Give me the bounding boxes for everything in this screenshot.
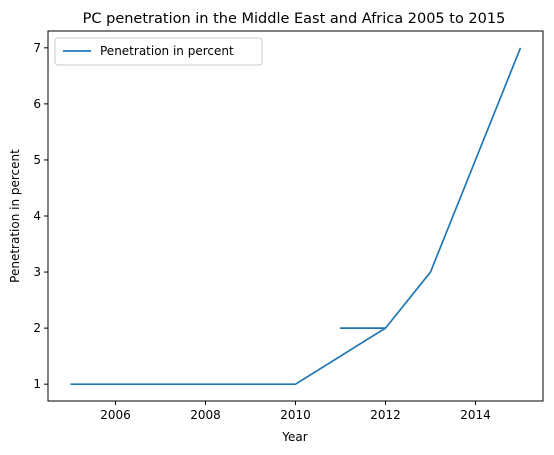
series-layer [70, 47, 522, 386]
y-tick-label: 5 [33, 153, 41, 167]
plot-frame [47, 30, 544, 402]
legend-box [54, 37, 263, 66]
chart-title: PC penetration in the Middle East and Af… [83, 11, 506, 27]
legend: Penetration in percent [54, 37, 263, 66]
x-tick-label: 2014 [460, 408, 491, 422]
x-tick-label: 2008 [190, 408, 221, 422]
x-tick-label: 2006 [100, 408, 131, 422]
x-tick-label: 2012 [370, 408, 401, 422]
x-tick-label: 2010 [280, 408, 311, 422]
plot-area [47, 30, 544, 402]
y-tick-label: 4 [33, 209, 41, 223]
y-tick-label: 6 [33, 97, 41, 111]
legend-label: Penetration in percent [100, 44, 234, 58]
series-line [70, 47, 522, 386]
x-axis: 2006 2008 2010 2012 2014 [100, 401, 491, 422]
y-tick-label: 2 [33, 321, 41, 335]
y-tick-label: 1 [33, 377, 41, 391]
y-axis: 1 2 3 4 5 6 7 [33, 41, 48, 391]
y-axis-title: Penetration in percent [8, 149, 22, 283]
y-tick-label: 3 [33, 265, 41, 279]
y-tick-label: 7 [33, 41, 41, 55]
x-axis-title: Year [281, 430, 307, 444]
